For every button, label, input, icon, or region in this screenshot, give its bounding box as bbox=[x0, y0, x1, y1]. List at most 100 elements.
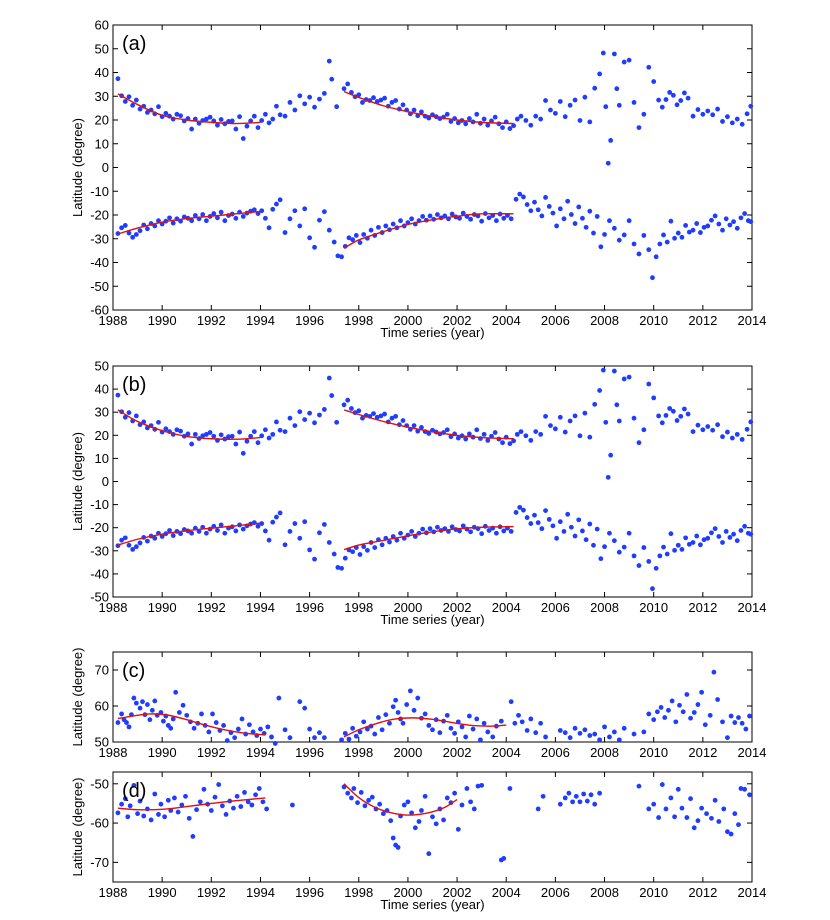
x-tick-label: 2000 bbox=[393, 313, 422, 328]
data-point bbox=[709, 530, 714, 536]
x-tick-label: 1992 bbox=[197, 885, 226, 900]
data-point bbox=[614, 86, 620, 92]
data-point bbox=[486, 528, 492, 533]
data-point bbox=[269, 734, 274, 740]
data-point bbox=[557, 728, 563, 733]
data-point bbox=[694, 533, 700, 539]
x-tick-label: 2014 bbox=[738, 885, 767, 900]
data-point bbox=[516, 712, 521, 718]
data-point bbox=[685, 95, 691, 101]
data-point bbox=[444, 111, 450, 117]
data-point bbox=[481, 116, 487, 122]
data-point bbox=[312, 244, 317, 250]
data-point bbox=[494, 530, 499, 536]
data-point bbox=[557, 206, 563, 212]
data-point bbox=[668, 218, 674, 224]
data-point bbox=[126, 230, 132, 236]
data-point bbox=[716, 534, 722, 539]
data-point bbox=[360, 415, 365, 421]
x-tick-label: 1990 bbox=[148, 313, 177, 328]
data-point bbox=[666, 707, 671, 713]
data-point bbox=[670, 92, 676, 98]
x-tick-label: 2004 bbox=[492, 885, 521, 900]
data-point bbox=[566, 790, 572, 796]
data-point bbox=[511, 123, 516, 129]
data-point bbox=[540, 793, 546, 799]
data-point bbox=[389, 415, 395, 421]
x-tick-label: 2008 bbox=[590, 313, 619, 328]
data-point bbox=[244, 123, 250, 129]
data-point bbox=[357, 240, 363, 245]
data-point bbox=[137, 228, 143, 234]
data-point bbox=[490, 734, 496, 740]
data-point bbox=[552, 426, 558, 432]
data-point bbox=[398, 530, 403, 536]
data-point bbox=[636, 563, 642, 568]
data-point bbox=[720, 719, 725, 725]
data-point bbox=[494, 218, 499, 224]
data-point bbox=[152, 698, 158, 704]
data-point bbox=[321, 209, 327, 215]
data-point bbox=[712, 526, 718, 532]
data-point bbox=[738, 528, 744, 533]
data-point bbox=[159, 534, 165, 539]
data-point bbox=[460, 523, 466, 529]
x-tick-label: 2006 bbox=[541, 745, 570, 760]
data-point bbox=[562, 730, 568, 736]
data-point bbox=[400, 102, 406, 108]
data-point bbox=[705, 223, 711, 229]
data-point bbox=[329, 393, 335, 398]
data-point bbox=[234, 793, 240, 799]
data-point bbox=[240, 214, 246, 219]
data-point bbox=[734, 225, 740, 231]
data-point bbox=[251, 207, 257, 213]
y-tick-label: 50 bbox=[95, 735, 109, 750]
data-point bbox=[119, 801, 124, 807]
data-point bbox=[582, 727, 588, 733]
data-point bbox=[219, 803, 225, 809]
data-point bbox=[258, 726, 263, 732]
x-tick-label: 1998 bbox=[344, 313, 373, 328]
data-point bbox=[383, 223, 389, 229]
data-point bbox=[538, 431, 544, 437]
data-point bbox=[646, 247, 652, 253]
data-point bbox=[701, 537, 707, 543]
data-point bbox=[626, 218, 632, 224]
data-point bbox=[507, 441, 513, 447]
data-point bbox=[247, 722, 252, 728]
data-point bbox=[678, 98, 684, 103]
data-point bbox=[130, 234, 136, 240]
data-point bbox=[259, 521, 265, 526]
data-point bbox=[667, 90, 673, 95]
data-point bbox=[700, 111, 706, 117]
y-tick-label: -60 bbox=[90, 816, 109, 831]
data-point bbox=[485, 729, 491, 735]
data-point bbox=[262, 528, 268, 534]
data-point bbox=[507, 126, 513, 131]
data-point bbox=[739, 437, 745, 442]
data-point bbox=[479, 531, 485, 537]
data-point bbox=[437, 730, 443, 736]
data-point bbox=[485, 122, 491, 128]
data-point bbox=[419, 425, 424, 430]
data-point bbox=[455, 826, 461, 832]
data-point bbox=[631, 241, 637, 247]
data-point bbox=[533, 429, 539, 434]
y-tick-label: 10 bbox=[95, 451, 109, 466]
data-point bbox=[466, 116, 472, 121]
data-point bbox=[662, 715, 668, 720]
data-point bbox=[307, 547, 313, 553]
data-point bbox=[393, 697, 399, 703]
data-point bbox=[572, 533, 578, 539]
x-tick-label: 1994 bbox=[246, 600, 275, 615]
data-point bbox=[682, 406, 687, 412]
data-point bbox=[270, 431, 276, 437]
data-point bbox=[162, 814, 168, 820]
data-point bbox=[479, 218, 485, 224]
data-point bbox=[568, 212, 574, 217]
data-point bbox=[206, 729, 212, 735]
data-point bbox=[374, 414, 380, 420]
data-point bbox=[626, 530, 632, 536]
data-point bbox=[607, 530, 612, 536]
data-point bbox=[608, 452, 614, 458]
